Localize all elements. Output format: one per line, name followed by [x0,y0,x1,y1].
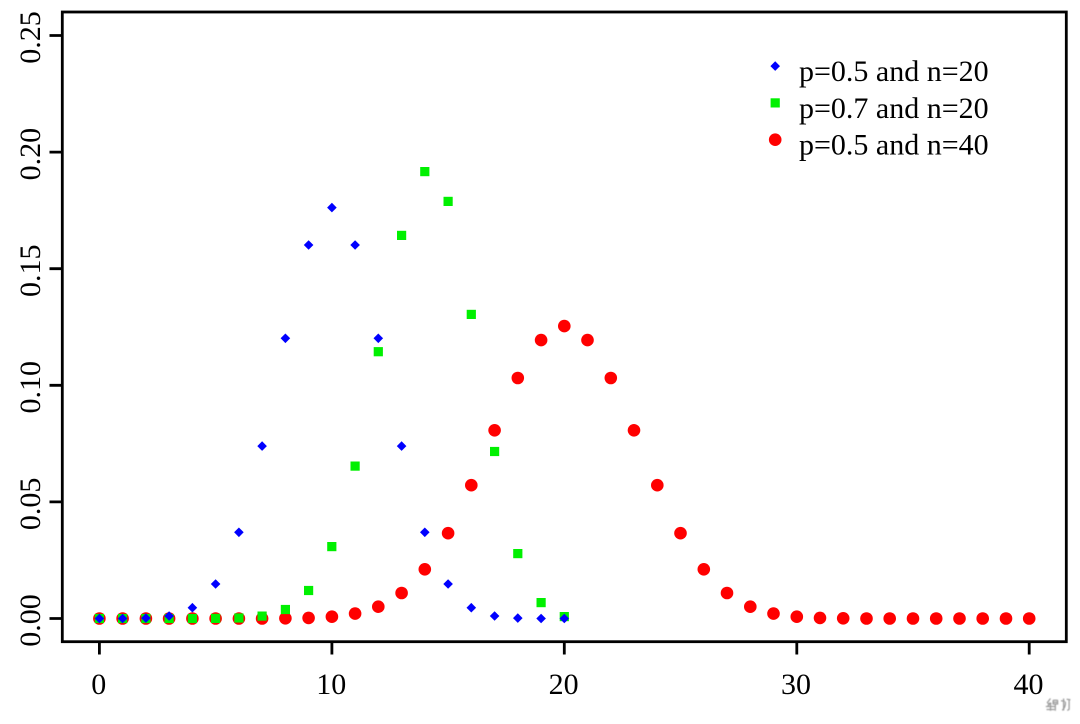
svg-text:0.15: 0.15 [14,244,47,297]
svg-text:p=0.7 and n=20: p=0.7 and n=20 [799,92,989,125]
svg-text:20: 20 [549,668,579,701]
svg-text:0.25: 0.25 [14,11,47,64]
svg-text:0.00: 0.00 [14,594,47,647]
svg-text:30: 30 [781,668,811,701]
svg-text:0.20: 0.20 [14,128,47,181]
svg-text:10: 10 [316,668,346,701]
svg-text:40: 40 [1014,668,1044,701]
svg-text:0: 0 [91,668,106,701]
svg-text:p=0.5 and n=20: p=0.5 and n=20 [799,55,989,88]
svg-text:0.10: 0.10 [14,361,47,414]
svg-text:p=0.5 and n=40: p=0.5 and n=40 [799,129,989,162]
svg-text:0.05: 0.05 [14,478,47,531]
